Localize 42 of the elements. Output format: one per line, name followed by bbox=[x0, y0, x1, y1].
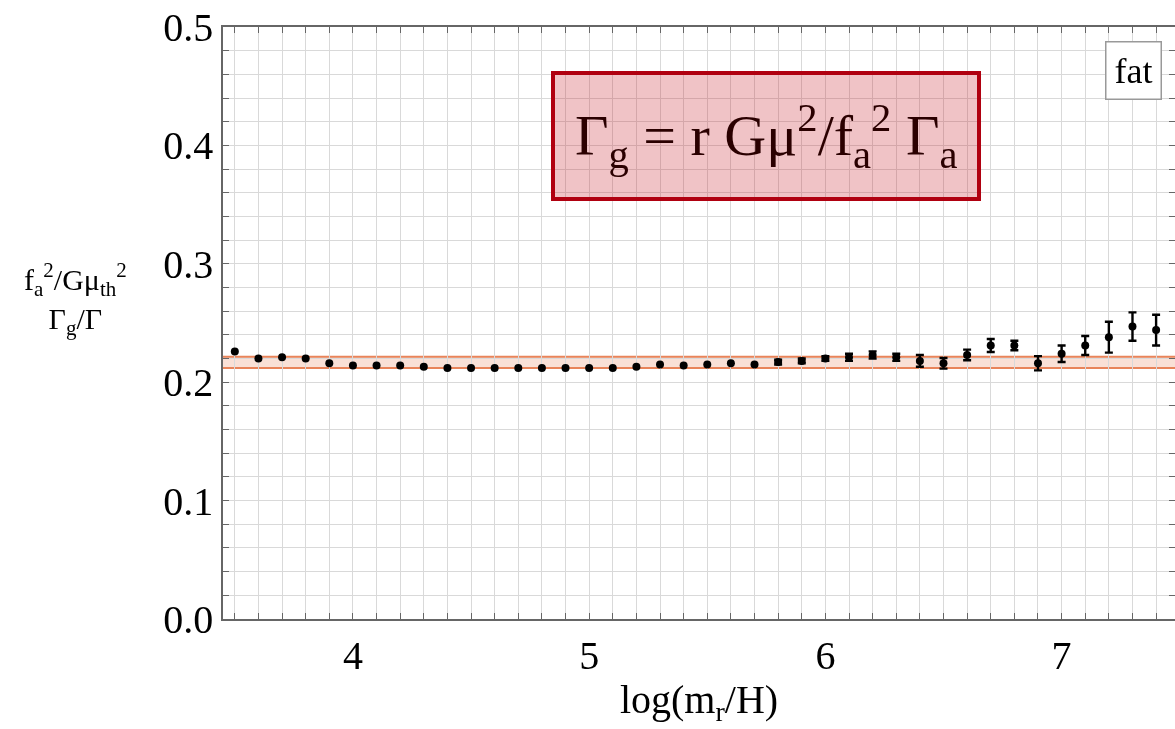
x-tick-label: 4 bbox=[342, 632, 363, 678]
point bbox=[396, 361, 405, 370]
point bbox=[561, 363, 570, 372]
point bbox=[1033, 359, 1042, 368]
point bbox=[608, 363, 617, 372]
point bbox=[325, 359, 334, 368]
annotation: fat bbox=[1114, 50, 1153, 91]
point bbox=[443, 363, 452, 372]
point bbox=[230, 347, 239, 356]
point bbox=[490, 363, 499, 372]
text: Γ$_{g}$ = r Gμ$^{2}$/f$_{a}$$^{2}$ Γ$_{a}$ bbox=[575, 95, 958, 177]
y-tick-label: 0.0 bbox=[163, 597, 214, 642]
point bbox=[254, 354, 263, 363]
point bbox=[467, 363, 476, 372]
point bbox=[679, 361, 688, 370]
point bbox=[632, 362, 641, 371]
point bbox=[750, 360, 759, 369]
point bbox=[726, 359, 735, 368]
y-tick-label: 0.4 bbox=[163, 123, 214, 169]
point bbox=[1081, 341, 1090, 350]
y-tick-label: 0.2 bbox=[163, 360, 214, 406]
point bbox=[348, 361, 357, 370]
y-tick-label: 0.1 bbox=[163, 478, 214, 524]
point bbox=[372, 361, 381, 370]
point bbox=[1057, 349, 1066, 358]
point bbox=[585, 363, 594, 372]
point bbox=[1128, 322, 1137, 331]
x-tick-label: 7 bbox=[1051, 632, 1072, 678]
point bbox=[514, 363, 523, 372]
point bbox=[278, 353, 287, 362]
point bbox=[703, 360, 712, 369]
point bbox=[419, 362, 428, 371]
point bbox=[656, 360, 665, 369]
point bbox=[1104, 333, 1113, 342]
x-axis-title: log(m$_{r}$/H) bbox=[619, 676, 779, 728]
y-tick-label: 0.5 bbox=[163, 5, 214, 50]
point bbox=[1152, 326, 1161, 335]
x-tick-label: 5 bbox=[579, 632, 600, 678]
x-tick-label: 6 bbox=[815, 632, 836, 678]
point bbox=[301, 354, 310, 363]
y-tick-label: 0.3 bbox=[163, 241, 214, 287]
point bbox=[537, 363, 546, 372]
